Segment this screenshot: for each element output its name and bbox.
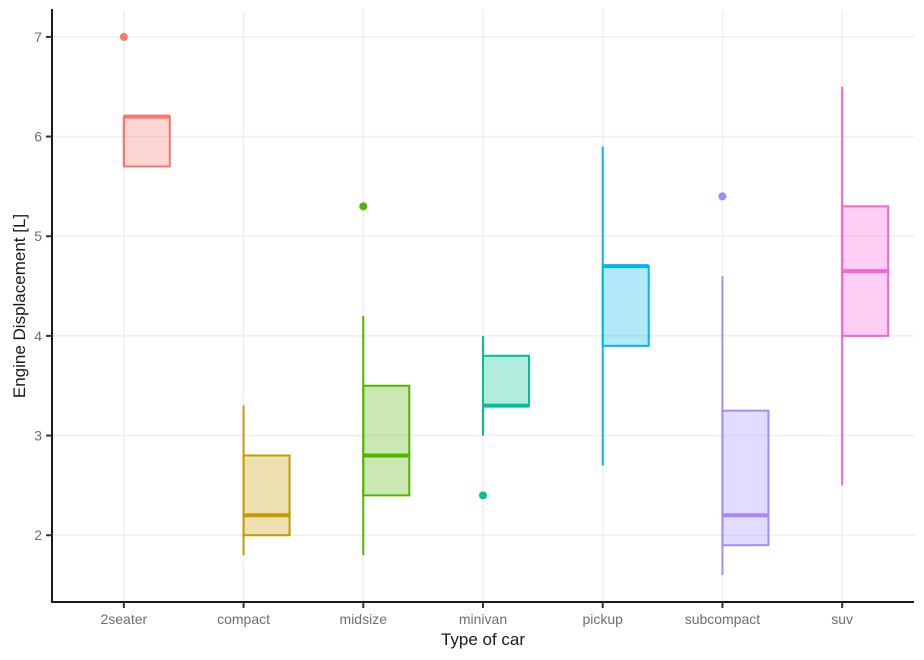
y-tick-label: 5 (34, 228, 42, 244)
y-tick-label: 3 (34, 428, 42, 444)
y-tick-label: 4 (34, 328, 42, 344)
box-midsize (362, 384, 411, 497)
box-subcompact (721, 409, 770, 547)
y-tick-label: 6 (34, 129, 42, 145)
x-tick-label: compact (217, 611, 270, 627)
x-tick-label: 2seater (100, 611, 147, 627)
box-minivan (482, 354, 530, 407)
outlier-point-2seater (119, 32, 128, 41)
outlier-point-midsize (359, 202, 368, 211)
x-tick-label: pickup (582, 611, 623, 627)
y-tick-label: 7 (34, 29, 42, 45)
box-2seater (122, 115, 171, 168)
y-axis-title: Engine Displacement [L] (10, 213, 29, 399)
x-tick-label: minivan (459, 611, 507, 627)
x-axis-title: Type of car (440, 630, 526, 649)
outlier-point-subcompact (718, 192, 727, 201)
x-tick-label: midsize (340, 611, 388, 627)
x-tick-label: subcompact (685, 611, 761, 627)
box-compact (242, 454, 291, 537)
x-tick-label: suv (831, 611, 853, 627)
y-tick-label: 2 (34, 527, 42, 543)
box-pickup (601, 265, 650, 347)
outlier-point-minivan (479, 491, 487, 500)
